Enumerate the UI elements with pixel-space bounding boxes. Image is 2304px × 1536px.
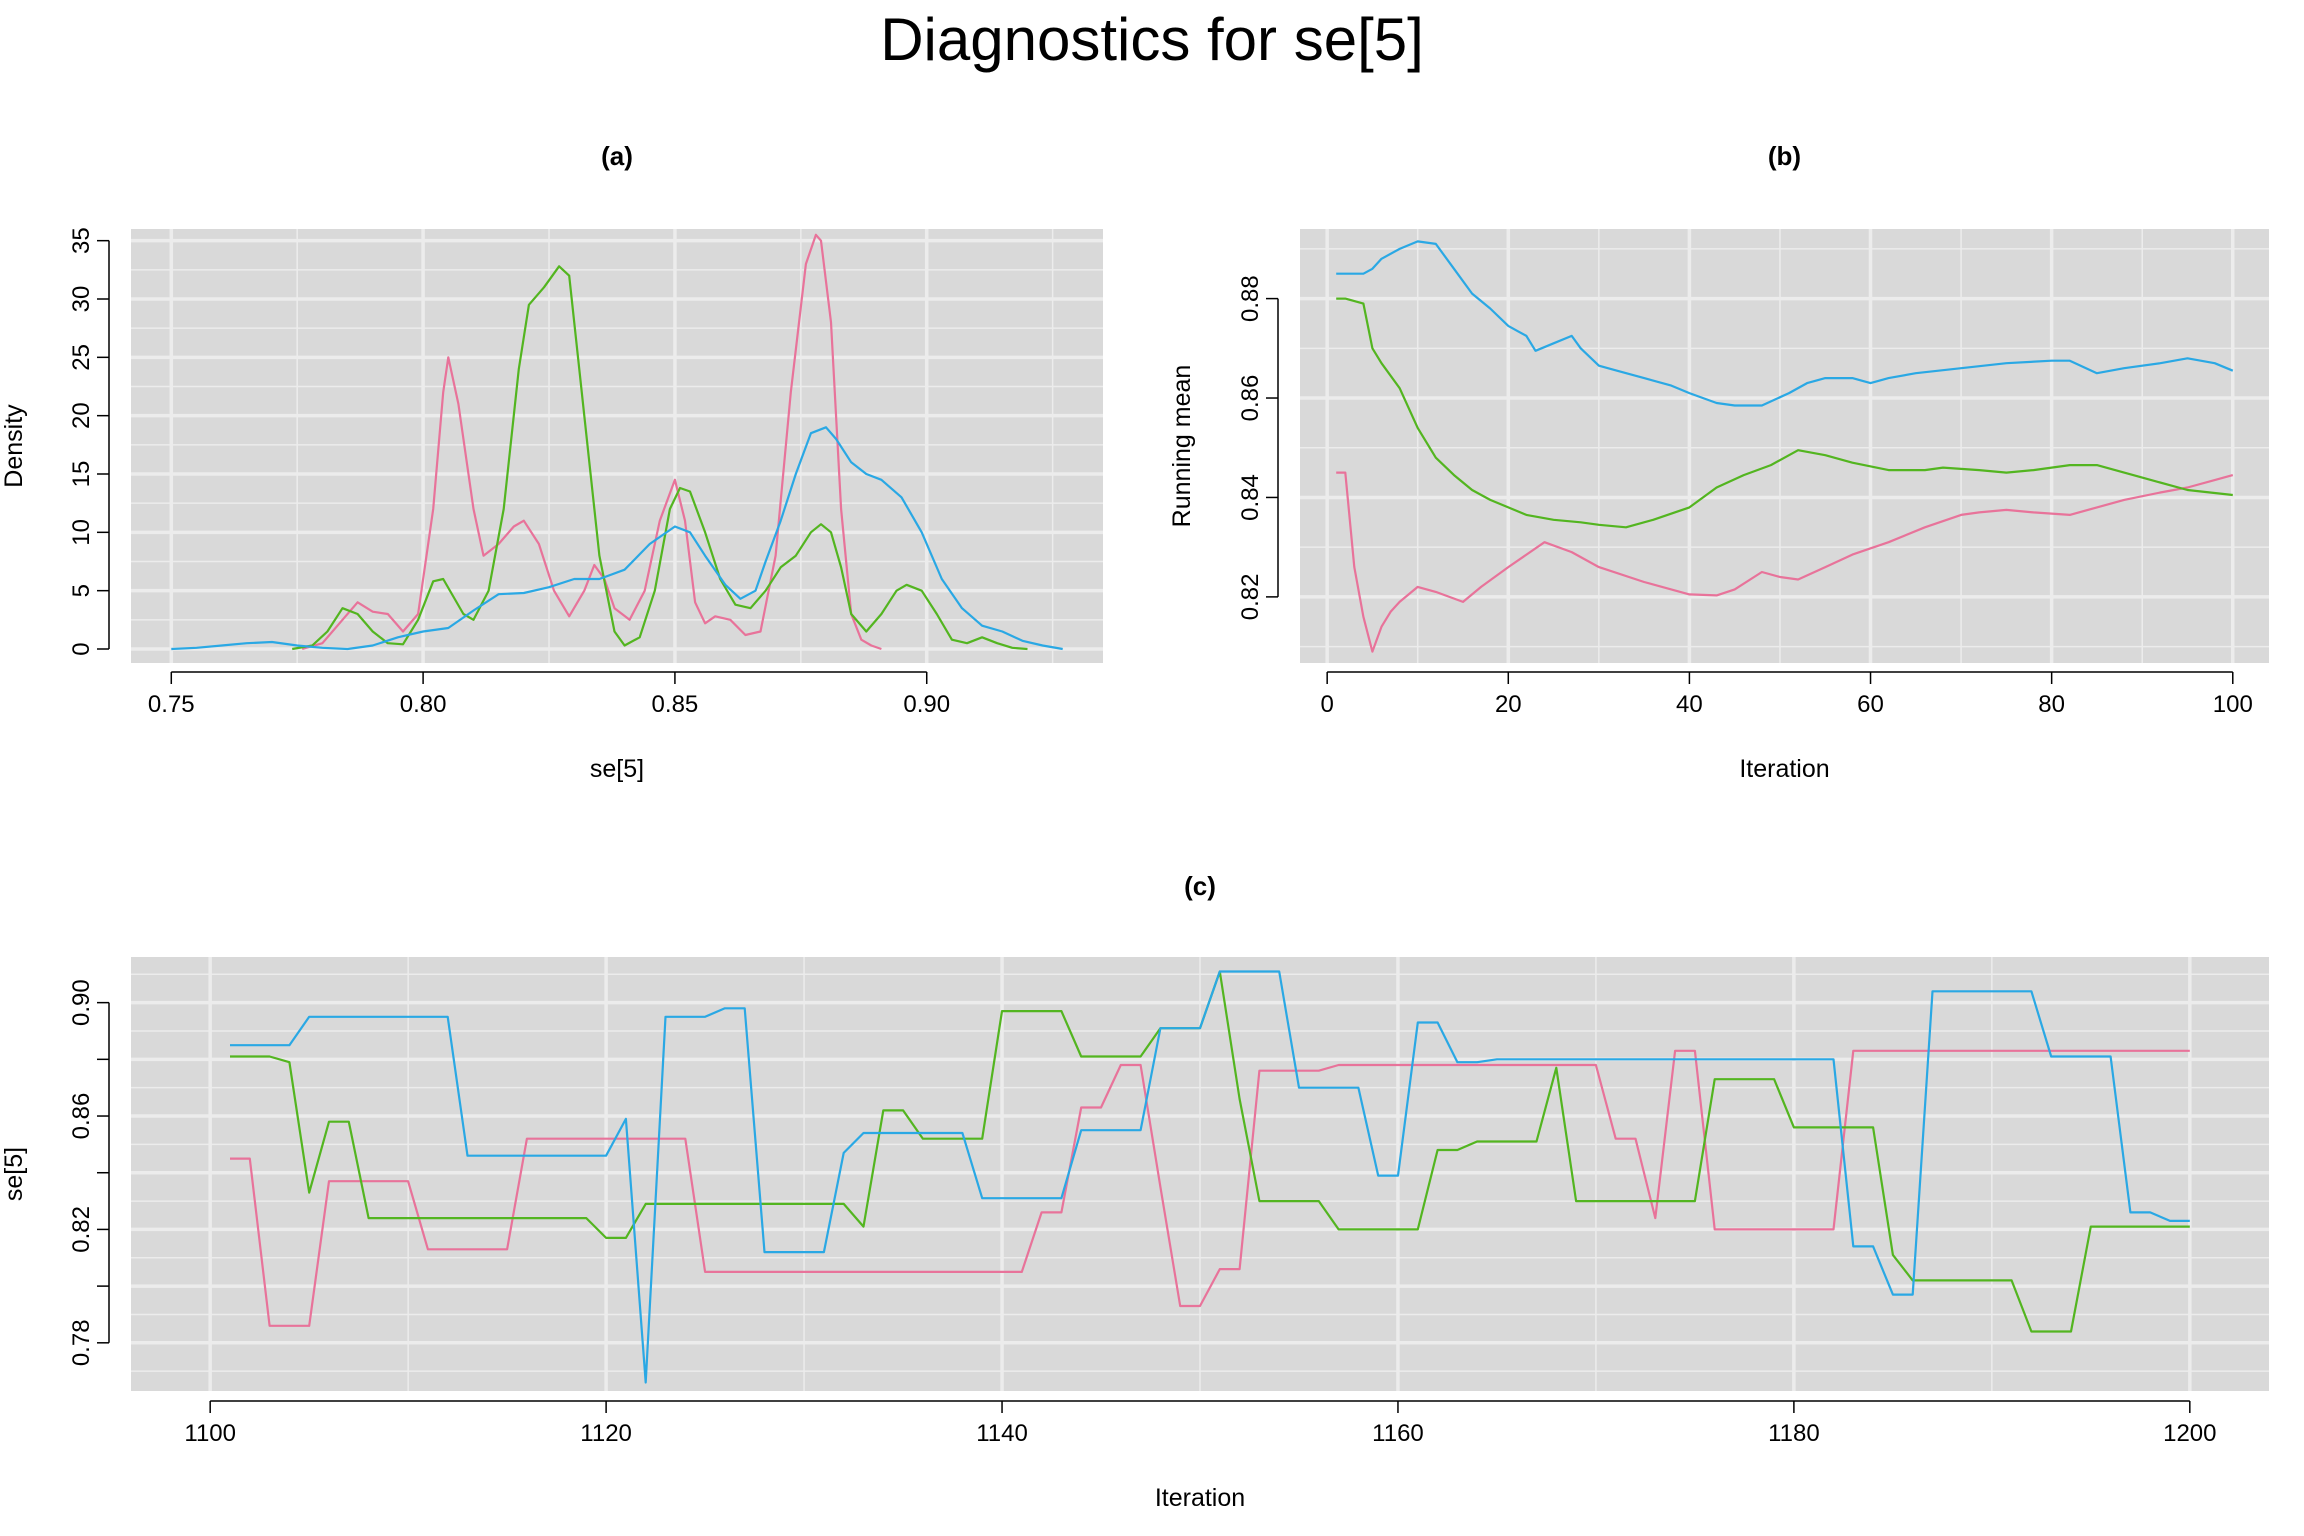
y-tick-label: 0 (68, 642, 95, 655)
series-line-1 (230, 1049, 2190, 1327)
y-tick-label: 0.84 (1237, 474, 1264, 521)
y-tick-label: 30 (68, 286, 95, 313)
series-line-3 (171, 426, 1063, 651)
plot-background (1300, 229, 2269, 663)
x-axis-label: se[5] (590, 755, 644, 783)
x-tick-label: 1120 (580, 1420, 632, 1447)
x-tick-label: 0 (1320, 691, 1333, 718)
series-line-3 (230, 970, 2190, 1384)
x-tick-label: 40 (1676, 691, 1703, 718)
y-tick-label: 25 (68, 344, 95, 371)
y-tick-label: 0.86 (68, 1093, 95, 1140)
y-tick-label: 0.78 (68, 1319, 95, 1366)
panel-title: (a) (601, 141, 633, 171)
x-tick-label: 0.85 (652, 691, 699, 718)
y-tick-label: 0.90 (68, 979, 95, 1026)
y-axis-label: Running mean (1168, 365, 1196, 528)
x-tick-label: 60 (1857, 691, 1884, 718)
x-tick-label: 1200 (2163, 1420, 2216, 1447)
x-axis-label: Iteration (1155, 1484, 1245, 1512)
x-tick-label: 0.90 (903, 691, 950, 718)
series-line-2 (292, 265, 1028, 651)
x-tick-label: 0.75 (148, 691, 195, 718)
y-tick-label: 35 (68, 227, 95, 254)
panel-title: (c) (1184, 871, 1216, 901)
x-tick-label: 100 (2213, 691, 2253, 718)
x-tick-label: 1140 (976, 1420, 1028, 1447)
y-axis-label: se[5] (0, 1147, 28, 1201)
x-tick-label: 1180 (1768, 1420, 1820, 1447)
x-tick-label: 1100 (184, 1420, 236, 1447)
y-tick-label: 10 (68, 519, 95, 546)
y-tick-label: 0.82 (68, 1206, 95, 1253)
figure-title: Diagnostics for se[5] (880, 6, 1424, 73)
y-tick-label: 15 (68, 461, 95, 488)
x-axis-label: Iteration (1739, 755, 1829, 783)
y-tick-label: 0.86 (1237, 375, 1264, 422)
x-tick-label: 0.80 (400, 691, 447, 718)
x-tick-label: 1160 (1372, 1420, 1424, 1447)
y-tick-label: 5 (68, 584, 95, 597)
series-line-2 (1336, 297, 2233, 529)
panel-c: 1100 1120 1140 1160 1180 1200 0.78 0.82 0.86 0.90… (0, 871, 2269, 1512)
y-tick-label: 20 (68, 402, 95, 429)
series-line-1 (301, 233, 882, 651)
y-tick-label: 0.88 (1237, 275, 1264, 322)
x-tick-label: 20 (1495, 691, 1522, 718)
series-line-1 (1336, 471, 2234, 653)
y-axis-label: Density (0, 404, 28, 488)
x-tick-label: 80 (2038, 691, 2065, 718)
panel-b: 0 20 40 60 80 100 0.82 0.84 0.86 0.88 (b) Iteration… (1168, 141, 2269, 783)
series-line-3 (1336, 240, 2234, 407)
panel-a: 0.75 0.80 0.85 0.90 0 5 10 15 20 25 30 35 (a) se[5] De… (0, 141, 1103, 783)
panel-title: (b) (1768, 141, 1801, 171)
y-tick-label: 0.82 (1237, 574, 1264, 621)
plot-background (131, 229, 1103, 663)
